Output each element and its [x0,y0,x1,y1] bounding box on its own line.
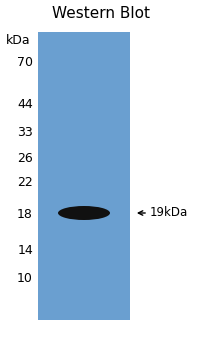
Text: 26: 26 [17,152,33,164]
Text: Western Blot: Western Blot [52,6,150,22]
Bar [38,32,129,320]
Text: 18: 18 [17,208,33,220]
Text: kDa: kDa [6,34,31,47]
Text: 10: 10 [17,272,33,284]
Text: 33: 33 [17,125,33,139]
Text: 70: 70 [17,56,33,68]
Text: 19kDa: 19kDa [149,207,187,219]
Text: 44: 44 [17,98,33,112]
Text: 14: 14 [17,245,33,257]
Text: 22: 22 [17,177,33,189]
Ellipse shape [58,206,109,220]
